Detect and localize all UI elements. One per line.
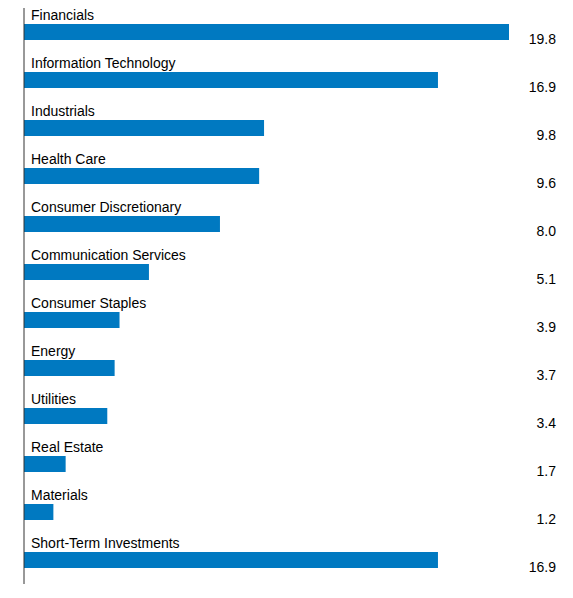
svg-text:Communication Services: Communication Services bbox=[31, 247, 186, 263]
svg-text:19.8: 19.8 bbox=[529, 31, 556, 47]
svg-text:1.2: 1.2 bbox=[537, 511, 557, 527]
svg-text:Financials: Financials bbox=[31, 8, 94, 23]
svg-text:16.9: 16.9 bbox=[529, 79, 556, 95]
svg-text:3.9: 3.9 bbox=[537, 319, 557, 335]
svg-text:Energy: Energy bbox=[31, 343, 75, 359]
svg-text:9.8: 9.8 bbox=[537, 127, 557, 143]
svg-text:Real Estate: Real Estate bbox=[31, 439, 104, 455]
svg-text:Health Care: Health Care bbox=[31, 151, 106, 167]
svg-text:3.7: 3.7 bbox=[537, 367, 557, 383]
svg-text:Industrials: Industrials bbox=[31, 103, 95, 119]
svg-text:Consumer Staples: Consumer Staples bbox=[31, 295, 146, 311]
svg-text:Consumer Discretionary: Consumer Discretionary bbox=[31, 199, 181, 215]
svg-text:Information Technology: Information Technology bbox=[31, 55, 176, 71]
svg-text:16.9: 16.9 bbox=[529, 559, 556, 575]
svg-text:Short-Term Investments: Short-Term Investments bbox=[31, 535, 180, 551]
svg-text:Utilities: Utilities bbox=[31, 391, 76, 407]
svg-text:1.7: 1.7 bbox=[537, 463, 557, 479]
svg-text:3.4: 3.4 bbox=[537, 415, 557, 431]
svg-text:5.1: 5.1 bbox=[537, 271, 557, 287]
svg-text:Materials: Materials bbox=[31, 487, 88, 503]
svg-text:9.6: 9.6 bbox=[537, 175, 557, 191]
svg-text:8.0: 8.0 bbox=[537, 223, 557, 239]
